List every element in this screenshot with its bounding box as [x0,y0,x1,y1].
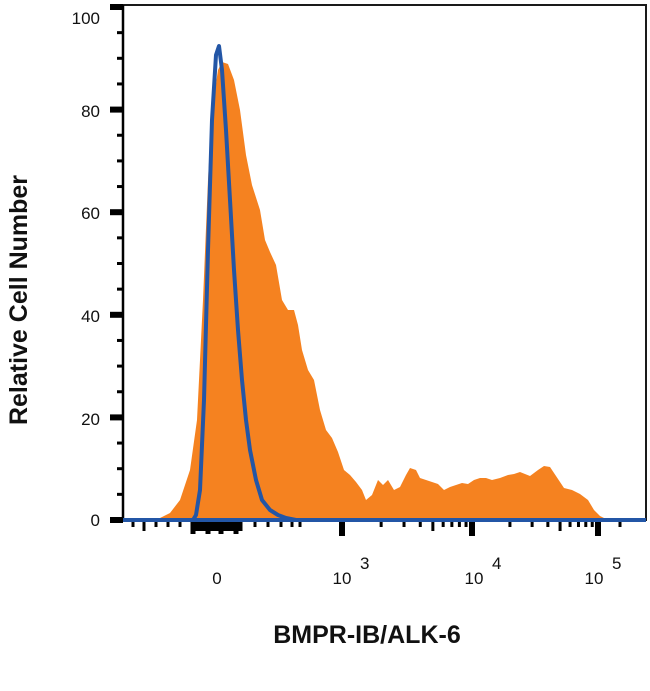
stained-histogram-area [123,62,646,520]
y-tick-labels: 0 20 40 60 80 100 [72,9,100,530]
y-tick-label-80: 80 [81,102,100,121]
x-tick-label-1e5-exp: 5 [612,554,621,573]
y-axis-ticks [110,4,123,523]
x-tick-labels: 0 10 3 10 4 10 5 [212,554,621,588]
isotype-control-line [123,44,646,522]
y-tick-label-40: 40 [81,307,100,326]
y-tick-label-60: 60 [81,204,100,223]
x-tick-label-1e4-base: 10 [465,569,484,588]
y-axis-title: Relative Cell Number [5,175,33,425]
x-tick-label-1e5-base: 10 [585,569,604,588]
y-tick-label-0: 0 [91,511,100,530]
x-tick-label-0: 0 [212,569,221,588]
y-tick-label-100: 100 [72,9,100,28]
x-axis-title: BMPR-IB/ALK-6 [273,621,461,649]
y-tick-label-20: 20 [81,410,100,429]
x-tick-label-1e4-exp: 4 [492,554,501,573]
x-tick-label-1e3-exp: 3 [360,554,369,573]
x-tick-label-1e3-base: 10 [333,569,352,588]
x-axis-ticks [131,522,622,536]
